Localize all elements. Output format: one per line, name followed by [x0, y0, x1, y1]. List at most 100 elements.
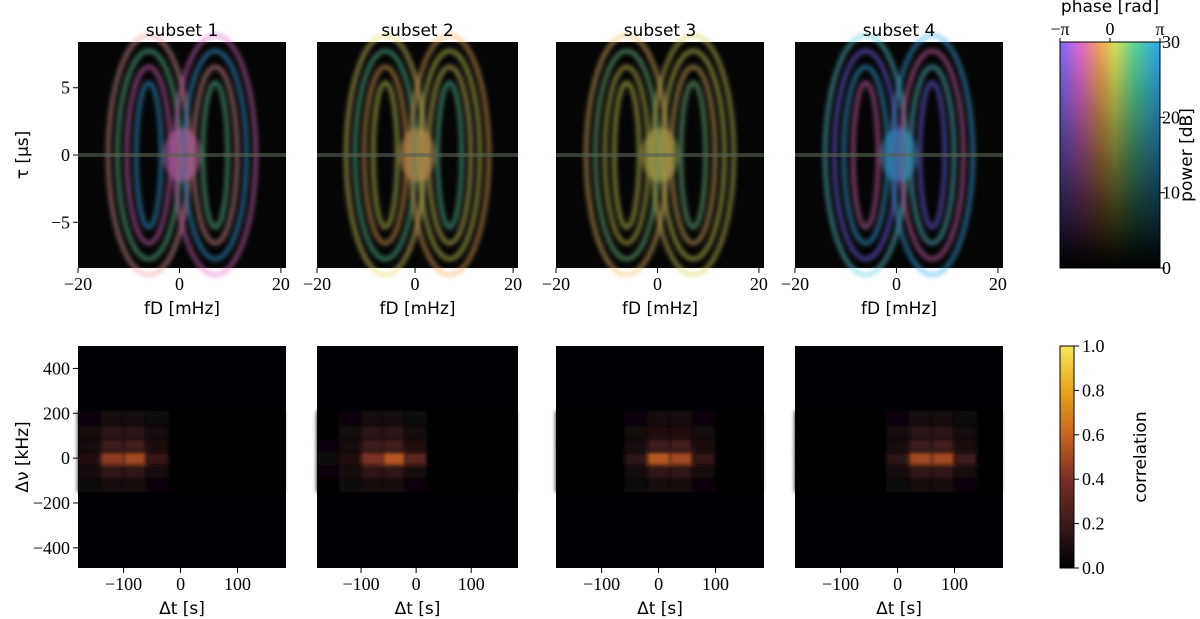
heatmap-cell: [795, 411, 819, 425]
heatmap-cell: [383, 437, 406, 452]
heatmap-cell: [817, 437, 842, 452]
heatmap-cell: [260, 424, 284, 439]
heatmap-cell: [339, 464, 362, 479]
heatmap-cell: [954, 437, 978, 452]
y-tick-label: 0.4: [1082, 469, 1105, 489]
y-tick-label: 1.0: [1082, 336, 1105, 356]
heatmap-cell: [260, 437, 284, 452]
heatmap-cell: [715, 464, 739, 479]
heatmap-cell: [817, 411, 842, 425]
heatmap-cell: [669, 478, 694, 493]
heatmap-cell: [449, 451, 472, 466]
heatmap-cell: [954, 478, 978, 493]
heatmap-cell: [977, 478, 1001, 493]
heatmap-cell: [647, 437, 671, 452]
heatmap-cell: [100, 411, 125, 425]
heatmap-cell: [863, 437, 887, 452]
x-axis-label: fD [mHz]: [861, 299, 937, 319]
heatmap-cell: [214, 478, 239, 493]
y-tick-label: 0: [61, 145, 70, 165]
heatmap-cell: [237, 478, 261, 493]
heatmap-cell: [692, 464, 717, 479]
heatmap-cell: [840, 411, 864, 425]
y-tick-label: −5: [51, 212, 70, 232]
heatmap-cell: [647, 424, 671, 439]
heatmap-cell: [669, 424, 694, 439]
colorbar: [1059, 345, 1075, 569]
heatmap-cell: [471, 437, 494, 452]
heatmap-cell: [214, 464, 239, 479]
x-tick-label: π: [1155, 19, 1164, 39]
heatmap-cell: [123, 451, 147, 466]
x-tick-label: 0: [892, 274, 901, 294]
heatmap-cell: [817, 424, 842, 439]
heatmap-cell: [493, 437, 516, 452]
heatmap-cell: [361, 424, 384, 439]
heatmap-cell: [449, 464, 472, 479]
heatmap-cell: [405, 424, 428, 439]
x-tick-label: −20: [303, 274, 331, 294]
heatmap-cell: [405, 464, 428, 479]
heatmap-cell: [601, 424, 625, 439]
y-tick-label: 30: [1162, 32, 1180, 52]
heatmap-cell: [471, 451, 494, 466]
heatmap-cell: [123, 437, 147, 452]
heatmap-cell: [123, 464, 147, 479]
heatmap-cell: [908, 478, 933, 493]
heatmap-cell: [339, 424, 362, 439]
x-tick-label: 20: [750, 274, 768, 294]
heatmap-cell: [908, 451, 933, 466]
heatmap-cell: [692, 451, 717, 466]
heatmap-cell: [715, 478, 739, 493]
heatmap-cell: [817, 464, 842, 479]
heatmap-cell: [647, 451, 671, 466]
heatmap-cell: [146, 437, 170, 452]
heatmap-cell: [669, 437, 694, 452]
heatmap-cell: [556, 424, 580, 439]
heatmap-cell: [908, 464, 933, 479]
band: [795, 153, 1003, 157]
y-axis-label: τ [μs]: [13, 131, 33, 180]
heatmap-cell: [954, 424, 978, 439]
heatmap-cell: [908, 424, 933, 439]
heatmap-cell: [624, 478, 648, 493]
colorbar-y-label: power [dB]: [1177, 108, 1197, 202]
heatmap-cell: [427, 424, 450, 439]
heatmap-cell: [493, 451, 516, 466]
y-tick-label: 0: [61, 448, 70, 468]
heatmap-cell: [556, 464, 580, 479]
x-tick-label: −20: [64, 274, 92, 294]
heatmap-cell: [931, 437, 956, 452]
heatmap-cell: [471, 464, 494, 479]
heatmap-cell: [191, 437, 216, 452]
x-tick-label: −100: [105, 574, 142, 594]
heatmap-cell: [361, 451, 384, 466]
heatmap-cell: [863, 451, 887, 466]
heatmap-cell: [493, 411, 516, 425]
heatmap-cell: [405, 478, 428, 493]
y-tick-label: 0: [1162, 258, 1171, 278]
heatmap-cell: [339, 478, 362, 493]
heatmap-cell: [339, 451, 362, 466]
heatmap-cell: [169, 424, 193, 439]
x-tick-label: 0: [176, 574, 185, 594]
heatmap-cell: [578, 478, 603, 493]
heatmap-cell: [556, 437, 580, 452]
heatmap-cell: [427, 411, 450, 425]
heatmap-cell: [427, 451, 450, 466]
heatmap-cell: [449, 424, 472, 439]
x-tick-label: 0: [653, 274, 662, 294]
y-axis-label: Δν [kHz]: [13, 421, 33, 492]
heatmap-cell: [405, 451, 428, 466]
heatmap-cell: [931, 464, 956, 479]
x-axis-label: fD [mHz]: [144, 299, 220, 319]
heatmap-cell: [260, 411, 284, 425]
heatmap-cell: [931, 478, 956, 493]
heatmap-cell: [624, 437, 648, 452]
heatmap-cell: [100, 424, 125, 439]
heatmap-cell: [840, 464, 864, 479]
heatmap-cell: [738, 464, 762, 479]
x-tick-label: 100: [224, 574, 251, 594]
heatmap-cell: [601, 411, 625, 425]
heatmap-cell: [886, 451, 910, 466]
